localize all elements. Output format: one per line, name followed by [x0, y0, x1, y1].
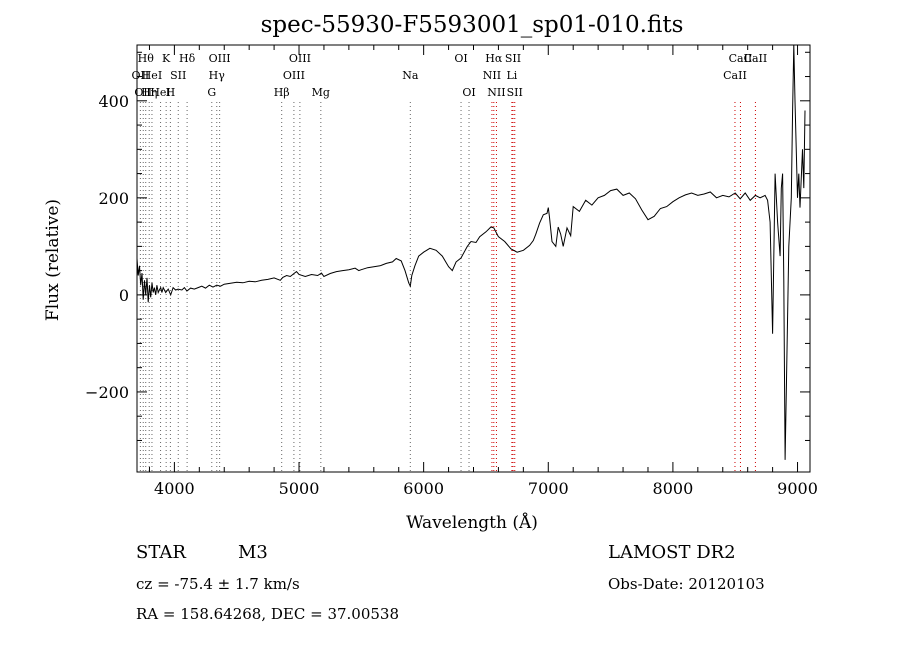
x-tick-label-1: 5000	[279, 479, 320, 498]
redshift-text: cz = -75.4 ± 1.7 km/s	[136, 575, 300, 593]
line-label-20: NII	[483, 69, 501, 82]
x-axis-ticks: 4000 5000 6000 7000 8000 9000	[148, 45, 818, 498]
line-label-12: OIII	[209, 52, 231, 65]
line-label-10: G	[207, 86, 216, 99]
spectral-line-labels: OIIOIIHθHηHeIHeIKHSIIHδGHγOIIIHβOIIIOIII…	[132, 52, 768, 99]
line-label-0: OII	[132, 69, 150, 82]
y-axis-ticks: −200 0 200 400	[85, 51, 810, 441]
line-label-13: Hβ	[274, 86, 290, 99]
line-label-19: OI	[462, 86, 475, 99]
line-label-3: Hη	[141, 86, 157, 99]
y-axis-title: Flux (relative)	[43, 199, 63, 321]
line-label-15: OIII	[289, 52, 311, 65]
line-label-22: NII	[487, 86, 505, 99]
line-label-17: Na	[402, 69, 419, 82]
line-label-14: OIII	[283, 69, 305, 82]
line-label-9: Hδ	[179, 52, 196, 65]
y-tick-label-2: 200	[98, 189, 129, 208]
x-tick-label-0: 4000	[154, 479, 195, 498]
line-label-24: SII	[505, 52, 521, 65]
line-label-27: CaII	[729, 52, 753, 65]
object-type: STAR	[136, 542, 186, 563]
line-label-1: OII	[134, 86, 152, 99]
plot-frame	[136, 44, 811, 473]
line-label-28: CaII	[744, 52, 768, 65]
spectrum-flux-line	[136, 44, 806, 460]
x-axis-title: Wavelength (Å)	[406, 512, 538, 533]
y-tick-label-1: 0	[119, 286, 129, 305]
y-tick-label-0: −200	[85, 383, 129, 402]
x-tick-label-2: 6000	[403, 479, 444, 498]
x-tick-label-4: 8000	[653, 479, 694, 498]
line-label-18: OI	[454, 52, 467, 65]
line-label-23: Li	[506, 69, 517, 82]
line-label-7: H	[166, 86, 176, 99]
line-label-21: Hα	[485, 52, 503, 65]
coordinates-text: RA = 158.64268, DEC = 37.00538	[136, 605, 399, 623]
line-label-16: Mg	[312, 86, 330, 99]
observation-date: Obs-Date: 20120103	[608, 575, 765, 593]
object-subclass: M3	[238, 542, 268, 563]
line-label-25: SII	[507, 86, 523, 99]
x-tick-label-3: 7000	[528, 479, 569, 498]
x-tick-label-5: 9000	[777, 479, 818, 498]
line-label-6: K	[162, 52, 171, 65]
line-label-2: Hθ	[138, 52, 155, 65]
y-tick-label-3: 400	[98, 92, 129, 111]
line-label-4: HeI	[142, 69, 162, 82]
line-label-5: HeI	[150, 86, 170, 99]
survey-name: LAMOST DR2	[608, 542, 736, 563]
line-label-26: CaII	[723, 69, 747, 82]
line-label-8: SII	[170, 69, 186, 82]
spectral-line-markers	[139, 102, 756, 472]
chart-title: spec-55930-F5593001_sp01-010.fits	[261, 12, 684, 38]
line-label-11: Hγ	[209, 69, 226, 82]
